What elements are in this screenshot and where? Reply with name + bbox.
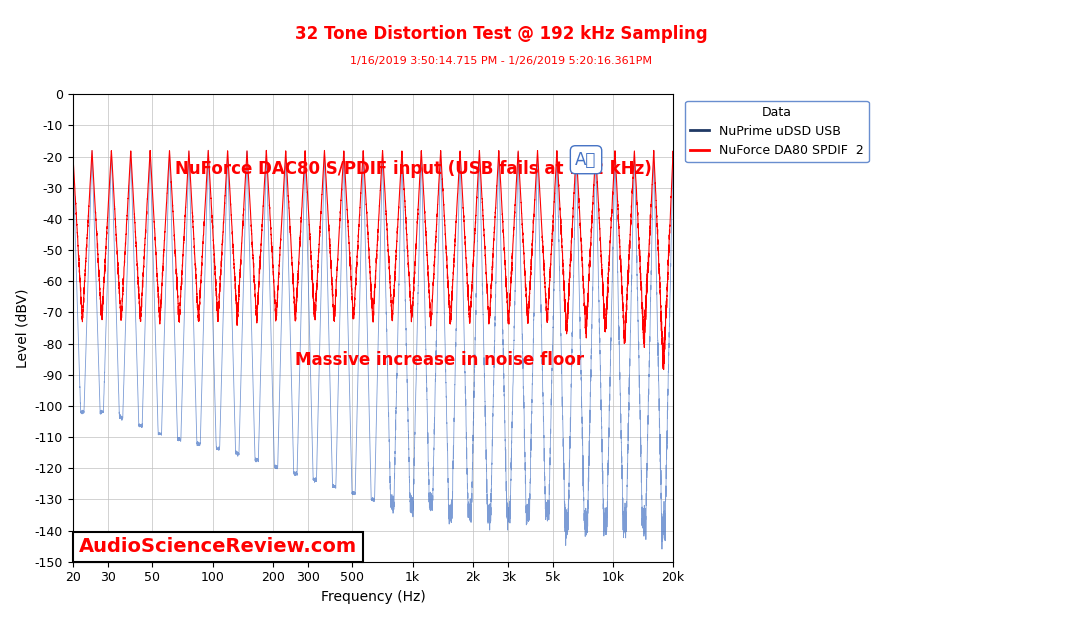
NuPrime uDSD USB [93,368,106,376]
Text: A⒫: A⒫ [575,150,596,169]
NuPrime uDSD USB [513,224,526,232]
NuForce DA80 SPDIF  2 [62,226,75,233]
NuForce DA80 SPDIF  2 [449,232,462,240]
NuPrime uDSD USB [671,345,684,353]
NuPrime uDSD USB [283,271,296,279]
Text: NuForce DAC80 S/PDIF input (USB fails at 192 kHz): NuForce DAC80 S/PDIF input (USB fails at… [175,160,652,178]
NuPrime uDSD USB [260,147,273,154]
NuPrime uDSD USB [449,366,462,373]
NuForce DA80 SPDIF  2 [260,147,273,154]
Line: NuForce DA80 SPDIF  2: NuForce DA80 SPDIF 2 [68,150,678,370]
Line: NuPrime uDSD USB: NuPrime uDSD USB [68,150,678,549]
NuForce DA80 SPDIF  2 [283,202,296,209]
NuPrime uDSD USB [655,545,668,553]
NuForce DA80 SPDIF  2 [657,366,670,373]
NuPrime uDSD USB [546,350,559,357]
NuForce DA80 SPDIF  2 [423,281,435,288]
Text: Massive increase in noise floor: Massive increase in noise floor [294,352,584,370]
Text: AudioScienceReview.com: AudioScienceReview.com [79,537,356,556]
NuForce DA80 SPDIF  2 [513,177,526,184]
NuPrime uDSD USB [62,292,75,300]
NuForce DA80 SPDIF  2 [93,271,106,279]
X-axis label: Frequency (Hz): Frequency (Hz) [320,590,426,604]
Text: 32 Tone Distortion Test @ 192 kHz Sampling: 32 Tone Distortion Test @ 192 kHz Sampli… [296,25,707,43]
NuPrime uDSD USB [423,469,435,477]
Text: 1/16/2019 3:50:14.715 PM - 1/26/2019 5:20:16.361PM: 1/16/2019 3:50:14.715 PM - 1/26/2019 5:2… [350,56,653,66]
NuForce DA80 SPDIF  2 [671,250,684,258]
Legend: NuPrime uDSD USB, NuForce DA80 SPDIF  2: NuPrime uDSD USB, NuForce DA80 SPDIF 2 [685,100,869,162]
Y-axis label: Level (dBV): Level (dBV) [15,288,29,368]
NuForce DA80 SPDIF  2 [546,226,559,233]
